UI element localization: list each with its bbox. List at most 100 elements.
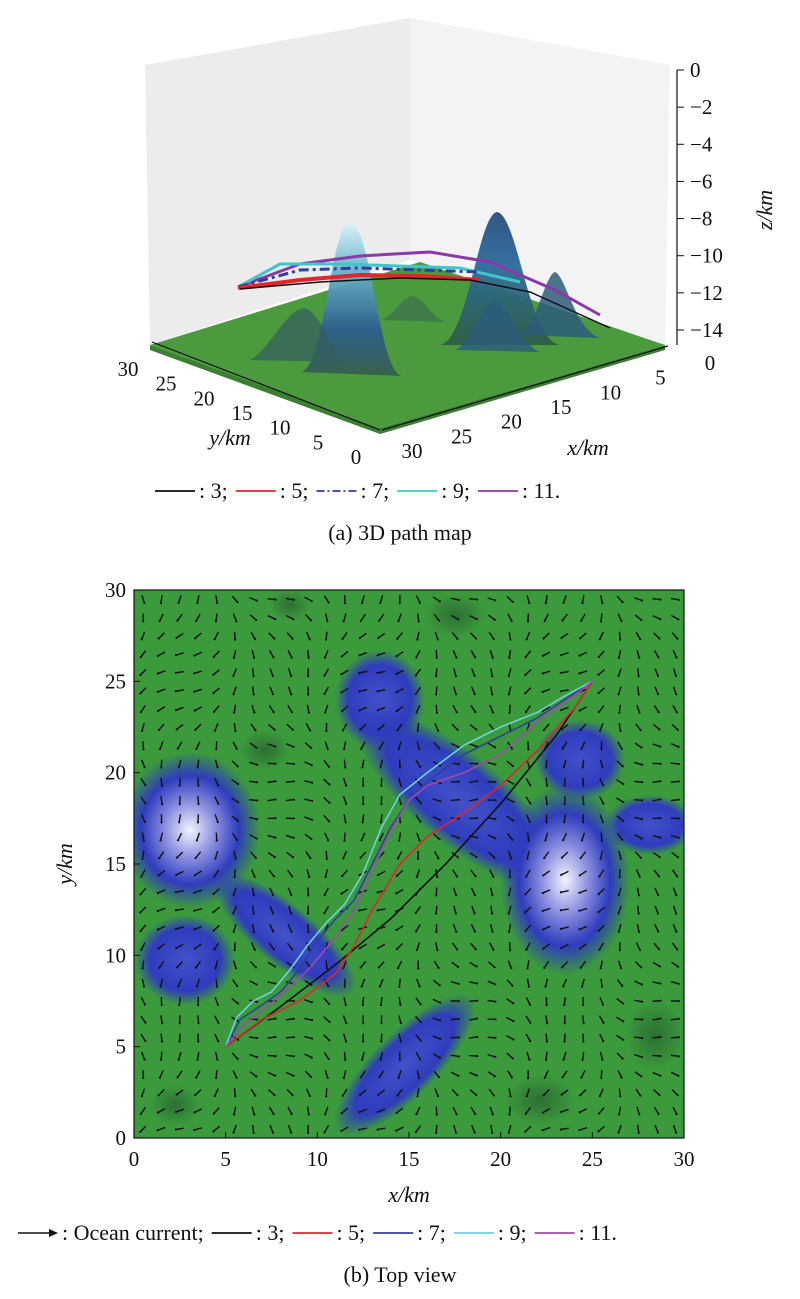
current-arrowhead [657, 930, 659, 932]
current-arrowhead [235, 620, 237, 622]
current-arrowhead [377, 891, 379, 893]
current-arrowhead [659, 598, 661, 600]
current-arrowhead [543, 967, 545, 969]
current-arrowhead [311, 1001, 313, 1003]
current-arrowhead [524, 1131, 526, 1133]
current-arrowhead [657, 1113, 659, 1115]
current-arrowhead [617, 693, 619, 695]
current-arrowhead [326, 967, 328, 969]
current-arrowhead [140, 656, 142, 658]
x-tick-label: 30 [674, 1147, 695, 1171]
current-arrowhead [439, 819, 441, 821]
current-arrowhead [622, 1020, 624, 1022]
current-arrowhead [678, 780, 680, 782]
current-arrowhead [509, 1095, 511, 1097]
current-arrowhead [659, 982, 661, 984]
current-arrowhead [358, 672, 360, 674]
z-tick-label: −8 [690, 207, 712, 231]
legend-top-item-4: : 9; [454, 1220, 527, 1245]
current-arrowhead [328, 766, 330, 768]
current-arrowhead [420, 1021, 422, 1023]
current-arrowhead [546, 785, 548, 787]
current-arrowhead [492, 657, 494, 659]
current-arrowhead [193, 691, 195, 693]
current-arrowhead [600, 748, 602, 750]
current-arrowhead [379, 766, 381, 768]
current-arrowhead [255, 746, 257, 748]
current-arrowhead [675, 675, 677, 677]
current-arrowhead [458, 817, 460, 819]
current-arrowhead [235, 967, 237, 969]
ridge-6 [150, 1085, 200, 1125]
x-axis-label: x/km [387, 1182, 430, 1207]
current-arrowhead [641, 799, 643, 801]
current-arrowhead [417, 967, 419, 969]
current-arrowhead [512, 783, 514, 785]
current-arrowhead [359, 857, 361, 859]
current-arrow [308, 924, 309, 932]
current-arrowhead [273, 875, 275, 877]
current-arrowhead [492, 711, 494, 713]
current-arrowhead [214, 967, 216, 969]
current-arrowhead [141, 1095, 143, 1097]
current-arrowhead [439, 600, 441, 602]
current-arrowhead [358, 1111, 360, 1113]
current-arrowhead [217, 784, 219, 786]
current-arrowhead [621, 839, 623, 841]
legend-label: : 7; [417, 1220, 446, 1245]
current-arrowhead [144, 1003, 146, 1005]
current-arrowhead [476, 836, 478, 838]
current-arrow [634, 800, 642, 801]
current-arrowhead [272, 894, 274, 896]
current-arrow [488, 1037, 496, 1038]
current-arrowhead [526, 967, 528, 969]
current-arrowhead [560, 1111, 562, 1113]
current-arrowhead [255, 966, 257, 968]
current-arrow [180, 778, 181, 786]
current-arrow [253, 686, 254, 694]
current-arrowhead [512, 1057, 514, 1059]
current-arrowhead [193, 892, 195, 894]
current-arrowhead [377, 874, 379, 876]
current-arrowhead [293, 1000, 295, 1002]
current-arrowhead [161, 785, 163, 787]
current-arrowhead [197, 785, 199, 787]
current-arrowhead [358, 1129, 360, 1131]
current-arrowhead [621, 601, 623, 603]
current-arrowhead [310, 1076, 312, 1078]
current-arrowhead [292, 618, 294, 620]
current-arrowhead [475, 856, 477, 858]
current-arrowhead [195, 857, 197, 859]
current-arrowhead [291, 948, 293, 950]
current-arrowhead [561, 857, 563, 859]
current-arrowhead [494, 1056, 496, 1058]
current-arrowhead [311, 800, 313, 802]
z-tick-label: −2 [690, 95, 712, 119]
current-arrowhead [474, 675, 476, 677]
current-arrowhead [310, 747, 312, 749]
current-arrowhead [602, 802, 604, 804]
current-arrowhead [253, 931, 255, 933]
current-arrowhead [529, 1022, 531, 1024]
current-arrow [253, 1125, 254, 1133]
legend-label: : 9; [441, 478, 470, 503]
current-arrowhead [491, 894, 493, 896]
current-arrowhead [619, 876, 621, 878]
current-arrowhead [510, 967, 512, 969]
current-arrowhead [658, 875, 660, 877]
current-arrowhead [438, 747, 440, 749]
current-arrowhead [274, 817, 276, 819]
current-arrow [399, 979, 400, 987]
current-arrowhead [216, 1059, 218, 1061]
current-arrowhead [359, 874, 361, 876]
current-arrowhead [237, 765, 239, 767]
current-arrowhead [435, 894, 437, 896]
depression-2 [135, 915, 235, 1005]
current-arrowhead [395, 929, 397, 931]
current-arrowhead [419, 1058, 421, 1060]
current-arrowhead [309, 638, 311, 640]
current-arrow [161, 1034, 162, 1042]
current-arrowhead [474, 693, 476, 695]
current-arrowhead [252, 675, 254, 677]
current-arrowhead [342, 967, 344, 969]
